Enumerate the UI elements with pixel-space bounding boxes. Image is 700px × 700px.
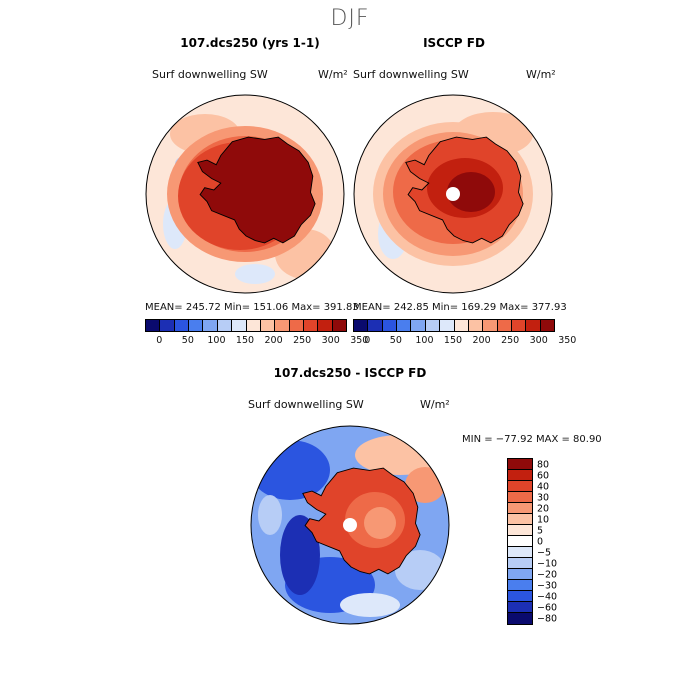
colorbar-swatch bbox=[526, 320, 541, 331]
colorbar-swatch bbox=[483, 320, 498, 331]
colorbar-tick-label: −40 bbox=[537, 591, 558, 602]
colorbar-tick-label: 300 bbox=[529, 335, 548, 346]
colorbar-swatch bbox=[468, 320, 484, 331]
colorbar-swatch bbox=[146, 320, 161, 331]
colorbar-swatch bbox=[354, 320, 369, 331]
colorbar-tick-label: 50 bbox=[389, 335, 402, 346]
colorbar-swatch bbox=[397, 320, 412, 331]
colorbar-tick-label: 100 bbox=[207, 335, 226, 346]
left-units-label: W/m² bbox=[318, 68, 348, 81]
left-variable-label: Surf downwelling SW bbox=[152, 68, 268, 81]
colorbar-tick-label: 50 bbox=[181, 335, 194, 346]
colorbar-swatch bbox=[508, 481, 532, 492]
colorbar-swatch bbox=[275, 320, 290, 331]
colorbar-swatch bbox=[382, 320, 398, 331]
colorbar-swatch bbox=[246, 320, 261, 331]
colorbar-swatch bbox=[289, 320, 304, 331]
colorbar-tick-label: 350 bbox=[558, 335, 577, 346]
colorbar-tick-label: 200 bbox=[264, 335, 283, 346]
colorbar-tick-label: 200 bbox=[472, 335, 491, 346]
colorbar-swatch bbox=[508, 613, 532, 624]
colorbar-tick-label: −20 bbox=[537, 569, 558, 580]
colorbar-tick-label: 250 bbox=[293, 335, 312, 346]
colorbar-tick-label: −5 bbox=[537, 547, 552, 558]
right-colorbar-labels: 0 50 100 150 200 250 300 350 bbox=[353, 335, 576, 349]
colorbar-tick-label: 20 bbox=[537, 503, 550, 514]
colorbar-swatch bbox=[303, 320, 319, 331]
diff-map bbox=[250, 425, 450, 625]
colorbar-swatch bbox=[232, 320, 247, 331]
colorbar-swatch bbox=[508, 547, 532, 558]
colorbar-tick-label: 100 bbox=[415, 335, 434, 346]
colorbar-swatch bbox=[318, 320, 333, 331]
colorbar-tick-label: 0 bbox=[537, 536, 544, 547]
right-stats: MEAN= 242.85 Min= 169.29 Max= 377.93 bbox=[353, 302, 567, 313]
right-units-label: W/m² bbox=[526, 68, 556, 81]
diff-colorbar-labels: 80 60 40 30 20 10 5 0 −5 −10 −20 −30 −40 −60 −80 bbox=[537, 458, 577, 624]
colorbar-tick-label: −60 bbox=[537, 602, 558, 613]
colorbar-tick-label: 80 bbox=[537, 459, 550, 470]
colorbar-tick-label: 150 bbox=[443, 335, 463, 346]
colorbar-tick-label: −10 bbox=[537, 558, 558, 569]
colorbar-swatch bbox=[508, 569, 532, 580]
colorbar-tick-label: 5 bbox=[537, 525, 544, 536]
right-map bbox=[353, 94, 553, 294]
left-colorbar-labels: 0 50 100 150 200 250 300 350 bbox=[145, 335, 368, 349]
colorbar-swatch bbox=[454, 320, 469, 331]
colorbar-tick-label: −30 bbox=[537, 580, 558, 591]
colorbar-swatch bbox=[217, 320, 233, 331]
colorbar-swatch bbox=[508, 459, 532, 470]
left-colorbar bbox=[145, 319, 347, 332]
left-stats: MEAN= 245.72 Min= 151.06 Max= 391.83 bbox=[145, 302, 359, 313]
colorbar-swatch bbox=[508, 503, 532, 514]
colorbar-swatch bbox=[332, 320, 347, 331]
diff-stats: MIN = −77.92 MAX = 80.90 bbox=[462, 434, 602, 445]
colorbar-tick-label: 150 bbox=[235, 335, 255, 346]
season-title: DJF bbox=[330, 6, 370, 31]
colorbar-tick-label: 60 bbox=[537, 470, 550, 481]
colorbar-swatch bbox=[411, 320, 426, 331]
colorbar-tick-label: 40 bbox=[537, 481, 550, 492]
colorbar-swatch bbox=[174, 320, 190, 331]
colorbar-swatch bbox=[497, 320, 512, 331]
colorbar-swatch bbox=[260, 320, 276, 331]
colorbar-swatch bbox=[508, 591, 532, 602]
colorbar-swatch bbox=[508, 525, 532, 536]
right-variable-label: Surf downwelling SW bbox=[353, 68, 469, 81]
colorbar-tick-label: −80 bbox=[537, 613, 558, 624]
colorbar-swatch bbox=[508, 558, 532, 569]
right-colorbar bbox=[353, 319, 555, 332]
colorbar-swatch bbox=[189, 320, 204, 331]
diff-variable-label: Surf downwelling SW bbox=[248, 398, 364, 411]
colorbar-swatch bbox=[508, 514, 532, 525]
colorbar-swatch bbox=[203, 320, 218, 331]
colorbar-tick-label: 0 bbox=[364, 335, 371, 346]
left-panel-title: 107.dcs250 (yrs 1-1) bbox=[180, 36, 320, 50]
colorbar-swatch bbox=[508, 470, 532, 481]
colorbar-swatch bbox=[440, 320, 455, 331]
colorbar-swatch bbox=[160, 320, 175, 331]
right-panel-title: ISCCP FD bbox=[423, 36, 485, 50]
colorbar-swatch bbox=[511, 320, 527, 331]
colorbar-tick-label: 30 bbox=[537, 492, 550, 503]
colorbar-swatch bbox=[508, 536, 532, 547]
colorbar-swatch bbox=[368, 320, 383, 331]
diff-panel-title: 107.dcs250 - ISCCP FD bbox=[273, 366, 427, 380]
diff-colorbar bbox=[507, 458, 533, 625]
colorbar-swatch bbox=[508, 580, 532, 591]
colorbar-swatch bbox=[508, 492, 532, 503]
colorbar-tick-label: 10 bbox=[537, 514, 550, 525]
colorbar-swatch bbox=[540, 320, 555, 331]
colorbar-swatch bbox=[508, 602, 532, 613]
left-map bbox=[145, 94, 345, 294]
colorbar-swatch bbox=[425, 320, 441, 331]
colorbar-tick-label: 0 bbox=[156, 335, 163, 346]
colorbar-tick-label: 250 bbox=[501, 335, 520, 346]
diff-units-label: W/m² bbox=[420, 398, 450, 411]
colorbar-tick-label: 350 bbox=[350, 335, 369, 346]
colorbar-tick-label: 300 bbox=[321, 335, 340, 346]
